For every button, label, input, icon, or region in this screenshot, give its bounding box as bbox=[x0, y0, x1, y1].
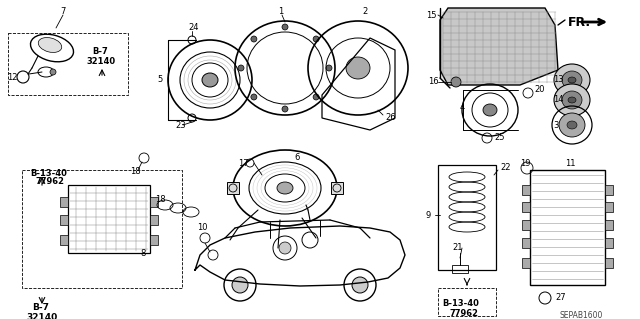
Text: FR.: FR. bbox=[568, 16, 591, 28]
Text: 20: 20 bbox=[534, 85, 545, 94]
Ellipse shape bbox=[562, 71, 582, 89]
Bar bbox=[60, 235, 68, 245]
Bar bbox=[60, 215, 68, 225]
Ellipse shape bbox=[346, 57, 370, 79]
Text: 16: 16 bbox=[428, 78, 438, 86]
Ellipse shape bbox=[483, 104, 497, 116]
Circle shape bbox=[251, 36, 257, 42]
Bar bbox=[22, 170, 182, 288]
Ellipse shape bbox=[277, 182, 293, 194]
Bar bbox=[8, 33, 128, 95]
Ellipse shape bbox=[567, 121, 577, 129]
Text: 15: 15 bbox=[426, 11, 436, 19]
Text: 9: 9 bbox=[426, 211, 431, 219]
Text: 5: 5 bbox=[157, 76, 163, 85]
Circle shape bbox=[313, 94, 319, 100]
Bar bbox=[530, 170, 605, 285]
Text: B-13-40: B-13-40 bbox=[442, 299, 479, 308]
Circle shape bbox=[238, 65, 244, 71]
Ellipse shape bbox=[568, 77, 576, 83]
Bar bbox=[438, 165, 496, 270]
Text: 32140: 32140 bbox=[86, 57, 115, 66]
Circle shape bbox=[451, 77, 461, 87]
Text: 18: 18 bbox=[155, 196, 166, 204]
Text: 24: 24 bbox=[188, 24, 198, 33]
Ellipse shape bbox=[202, 73, 218, 87]
Text: 32140: 32140 bbox=[26, 314, 57, 319]
Text: 4: 4 bbox=[460, 103, 465, 113]
Bar bbox=[331, 182, 343, 194]
Bar bbox=[605, 258, 613, 268]
Circle shape bbox=[232, 277, 248, 293]
Bar bbox=[522, 238, 530, 248]
Bar bbox=[60, 197, 68, 207]
Text: 8: 8 bbox=[140, 249, 145, 258]
Text: B-13-40: B-13-40 bbox=[30, 168, 67, 177]
Text: 19: 19 bbox=[520, 159, 531, 167]
Text: 11: 11 bbox=[565, 159, 575, 167]
Bar bbox=[452, 265, 468, 273]
Text: 27: 27 bbox=[555, 293, 566, 302]
Bar bbox=[522, 220, 530, 230]
Ellipse shape bbox=[559, 113, 585, 137]
Circle shape bbox=[50, 69, 56, 75]
Ellipse shape bbox=[562, 91, 582, 109]
Text: 10: 10 bbox=[197, 224, 207, 233]
Polygon shape bbox=[440, 8, 558, 85]
Text: 7: 7 bbox=[60, 8, 65, 17]
Ellipse shape bbox=[554, 84, 590, 116]
Text: 77962: 77962 bbox=[450, 309, 479, 318]
Bar bbox=[605, 185, 613, 195]
Text: 77962: 77962 bbox=[36, 177, 65, 187]
Circle shape bbox=[251, 94, 257, 100]
Circle shape bbox=[282, 106, 288, 112]
Ellipse shape bbox=[554, 64, 590, 96]
Circle shape bbox=[326, 65, 332, 71]
Text: 1: 1 bbox=[278, 8, 284, 17]
Bar bbox=[522, 202, 530, 212]
Text: B-7: B-7 bbox=[32, 303, 49, 313]
Circle shape bbox=[352, 277, 368, 293]
Text: 26: 26 bbox=[385, 114, 396, 122]
Text: 18: 18 bbox=[130, 167, 141, 176]
Ellipse shape bbox=[38, 38, 61, 52]
Bar bbox=[438, 288, 496, 316]
Circle shape bbox=[313, 36, 319, 42]
Bar bbox=[522, 258, 530, 268]
Bar bbox=[68, 185, 150, 253]
Bar bbox=[605, 238, 613, 248]
Bar bbox=[150, 215, 158, 225]
Text: SEPAB1600: SEPAB1600 bbox=[560, 310, 604, 319]
Text: 23: 23 bbox=[175, 122, 186, 130]
Text: 2: 2 bbox=[362, 8, 367, 17]
Circle shape bbox=[282, 24, 288, 30]
Bar bbox=[150, 197, 158, 207]
Ellipse shape bbox=[568, 97, 576, 103]
Bar bbox=[522, 185, 530, 195]
Text: B-7: B-7 bbox=[92, 48, 108, 56]
Text: 21: 21 bbox=[452, 243, 463, 253]
Bar bbox=[150, 235, 158, 245]
Text: 22: 22 bbox=[500, 164, 511, 173]
Text: 17: 17 bbox=[238, 159, 248, 167]
Bar bbox=[605, 202, 613, 212]
Bar bbox=[227, 182, 239, 194]
Text: 3: 3 bbox=[553, 121, 558, 130]
Text: 14: 14 bbox=[553, 95, 563, 105]
Text: 13: 13 bbox=[553, 76, 564, 85]
Text: 25: 25 bbox=[494, 133, 504, 143]
Circle shape bbox=[279, 242, 291, 254]
Bar bbox=[605, 220, 613, 230]
Text: 12: 12 bbox=[7, 72, 17, 81]
Text: 6: 6 bbox=[294, 153, 300, 162]
